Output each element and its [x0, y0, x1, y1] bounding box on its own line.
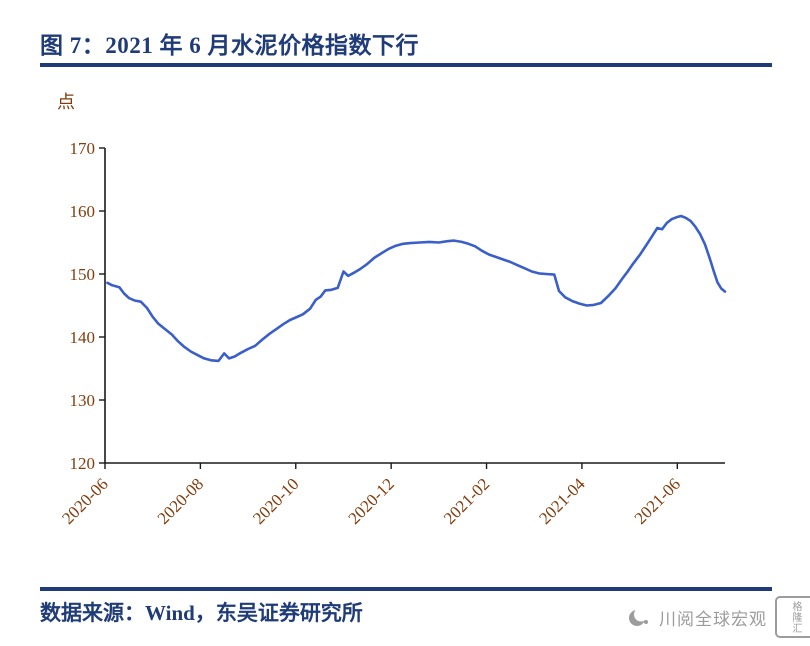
price-index-line [106, 214, 727, 363]
x-tick-label: 2020-12 [344, 474, 398, 528]
gelonghui-logo-text: 格隆汇 [790, 600, 801, 634]
watermark: 川阅全球宏观 格隆汇 [627, 596, 810, 638]
moon-cloud-icon [629, 607, 648, 626]
figure-title: 图 7：2021 年 6 月水泥价格指数下行 [40, 33, 419, 58]
y-tick-label: 120 [70, 454, 96, 473]
title-divider [40, 63, 772, 67]
cement-price-chart: 170 160 150 140 130 120 2020-06 2020-08 2020-10 2… [40, 82, 770, 557]
x-tick-label: 2020-10 [249, 474, 303, 528]
gelonghui-logo: 格隆汇 [775, 596, 810, 638]
x-tick-label: 2021-04 [535, 474, 589, 528]
y-tick-label: 160 [70, 202, 96, 221]
data-source: 数据来源：Wind，东吴证券研究所 [40, 601, 363, 625]
y-tick-label: 130 [70, 391, 96, 410]
x-tick-label: 2021-06 [631, 474, 685, 528]
x-tick-label: 2020-08 [154, 474, 208, 528]
footer-divider [40, 587, 772, 591]
y-tick-label: 170 [70, 139, 96, 158]
y-axis-unit-label: 点 [57, 92, 75, 112]
x-tick-label: 2021-02 [440, 474, 494, 528]
x-tick-label: 2020-06 [58, 474, 112, 528]
watermark-text: 川阅全球宏观 [659, 609, 767, 629]
y-tick-label: 140 [70, 328, 96, 347]
y-tick-label: 150 [70, 265, 96, 284]
